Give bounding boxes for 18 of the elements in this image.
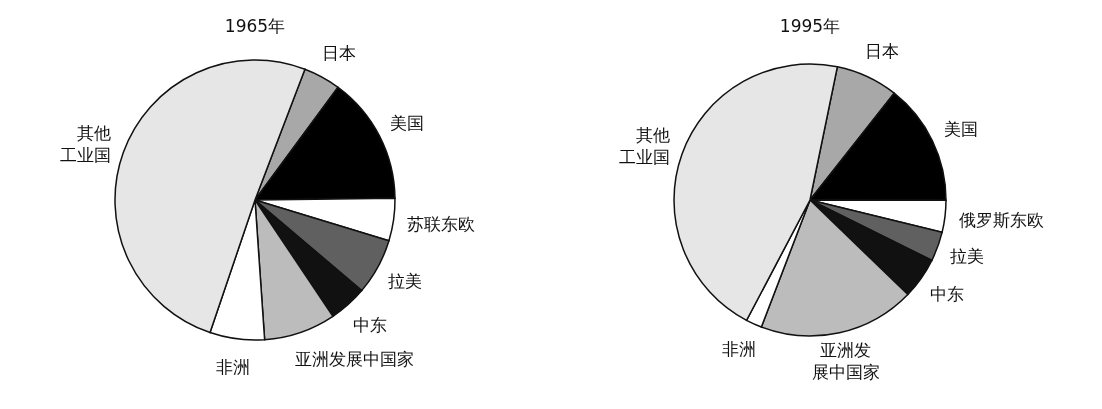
- slice-label: 亚洲发展中国家: [811, 340, 880, 383]
- slice-label: 其他工业国: [618, 124, 670, 167]
- slice-label: 其他工业国: [59, 123, 111, 166]
- slice-label: 美国: [943, 118, 978, 139]
- slice-label: 拉美: [388, 270, 423, 291]
- slice-label: 美国: [390, 113, 425, 134]
- chart-title: 1965年: [224, 16, 286, 36]
- chart-title: 1995年: [779, 16, 841, 36]
- slice-label: 中东: [930, 284, 965, 305]
- slice-label: 中东: [352, 315, 387, 336]
- slice-label: 日本: [865, 41, 900, 62]
- slice-label: 拉美: [950, 246, 985, 267]
- slice-label: 俄罗斯东欧: [958, 209, 1044, 230]
- slice-label: 日本: [321, 42, 356, 63]
- slice-label: 苏联东欧: [407, 213, 476, 234]
- slice-label: 亚洲发展中国家: [295, 348, 415, 369]
- slice-label: 非洲: [722, 339, 757, 360]
- slice-label: 非洲: [216, 356, 251, 377]
